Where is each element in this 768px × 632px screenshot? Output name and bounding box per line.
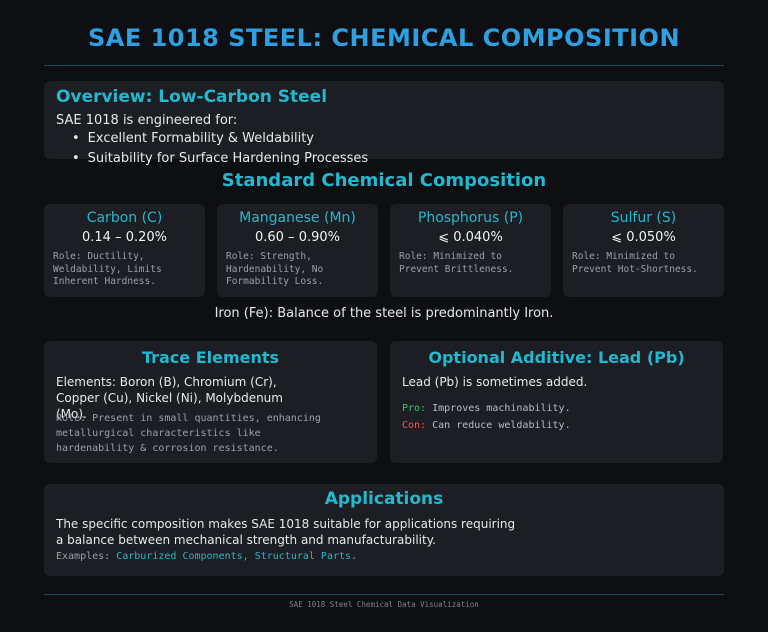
element-range: 0.14 – 0.20% bbox=[81, 230, 167, 245]
footer-divider bbox=[44, 594, 724, 595]
element-card-sulfur: Sulfur (S) ⩽ 0.050% Role: Minimized to P… bbox=[563, 204, 724, 297]
trace-heading: Trace Elements bbox=[141, 348, 280, 367]
lead-pro: Pro: Improves machinability. bbox=[402, 403, 571, 414]
overview-intro: SAE 1018 is engineered for: bbox=[56, 113, 238, 128]
lead-description: Lead (Pb) is sometimes added. bbox=[402, 375, 588, 389]
applications-examples: Examples: Carburized Components, Structu… bbox=[56, 551, 357, 562]
element-range: ⩽ 0.040% bbox=[438, 230, 503, 245]
example-structural: Structural Parts bbox=[254, 551, 352, 562]
applications-panel: Applications The specific composition ma… bbox=[44, 484, 724, 576]
pro-label: Pro: bbox=[402, 403, 427, 414]
lead-con: Con: Can reduce weldability. bbox=[402, 420, 571, 431]
list-item: Excellent Formability & Weldability bbox=[72, 129, 368, 149]
pro-text: Improves machinability. bbox=[432, 403, 571, 414]
applications-heading: Applications bbox=[324, 489, 444, 509]
trace-elements-list: Elements: Boron (B), Chromium (Cr), Copp… bbox=[56, 375, 283, 421]
element-name: Manganese (Mn) bbox=[239, 210, 356, 226]
example-carburized: Carburized Components, bbox=[116, 551, 249, 562]
examples-end: . bbox=[351, 551, 358, 562]
lead-additive-panel: Optional Additive: Lead (Pb) Lead (Pb) i… bbox=[390, 341, 723, 463]
element-role: Role: Minimized to Prevent Hot-Shortness… bbox=[572, 251, 698, 275]
element-role: Role: Ductility, Weldability, Limits Inh… bbox=[53, 251, 162, 287]
overview-panel: Overview: Low-Carbon Steel SAE 1018 is e… bbox=[44, 81, 724, 166]
page-title: SAE 1018 STEEL: CHEMICAL COMPOSITION bbox=[87, 24, 681, 52]
element-role: Role: Strength, Hardenability, No Formab… bbox=[226, 251, 324, 287]
applications-description: The specific composition makes SAE 1018 … bbox=[56, 517, 516, 547]
element-name: Carbon (C) bbox=[86, 210, 163, 226]
overview-heading: Overview: Low-Carbon Steel bbox=[56, 87, 328, 107]
element-card-manganese: Manganese (Mn) 0.60 – 0.90% Role: Streng… bbox=[217, 204, 378, 297]
element-card-phosphorus: Phosphorus (P) ⩽ 0.040% Role: Minimized … bbox=[390, 204, 551, 297]
element-range: ⩽ 0.050% bbox=[611, 230, 676, 245]
examples-label: Examples: bbox=[56, 551, 111, 562]
con-text: Can reduce weldability. bbox=[432, 420, 571, 431]
element-role: Role: Minimized to Prevent Brittleness. bbox=[399, 251, 514, 275]
element-range: 0.60 – 0.90% bbox=[254, 230, 340, 245]
iron-balance-note: Iron (Fe): Balance of the steel is predo… bbox=[214, 306, 554, 321]
footer-caption: SAE 1018 Steel Chemical Data Visualizati… bbox=[289, 600, 479, 609]
trace-elements-panel: Trace Elements Elements: Boron (B), Chro… bbox=[44, 341, 377, 463]
element-name: Sulfur (S) bbox=[610, 210, 677, 226]
trace-role: Role: Present in small quantities, enhan… bbox=[56, 413, 321, 454]
con-label: Con: bbox=[402, 420, 427, 431]
composition-heading: Standard Chemical Composition bbox=[221, 170, 547, 191]
element-card-carbon: Carbon (C) 0.14 – 0.20% Role: Ductility,… bbox=[44, 204, 205, 297]
title-divider bbox=[44, 65, 724, 66]
lead-heading: Optional Additive: Lead (Pb) bbox=[428, 348, 685, 367]
list-item: Suitability for Surface Hardening Proces… bbox=[72, 149, 369, 169]
element-name: Phosphorus (P) bbox=[417, 210, 524, 226]
overview-list: Excellent Formability & Weldability Suit… bbox=[56, 129, 369, 169]
